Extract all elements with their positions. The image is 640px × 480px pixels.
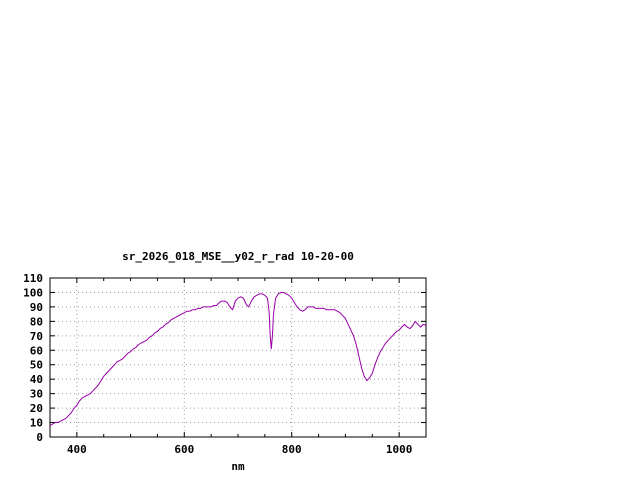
ytick-label: 60	[30, 344, 43, 357]
ytick-label: 20	[30, 402, 43, 415]
ytick-label: 90	[30, 301, 43, 314]
ytick-label: 30	[30, 388, 43, 401]
x-axis-label: nm	[231, 460, 245, 473]
ytick-label: 70	[30, 330, 43, 343]
xtick-label: 600	[174, 443, 194, 456]
ytick-label: 110	[23, 272, 43, 285]
ytick-label: 10	[30, 417, 43, 430]
chart-title: sr_2026_018_MSE__y02_r_rad 10-20-00	[122, 250, 354, 263]
ytick-label: 80	[30, 315, 43, 328]
xtick-label: 400	[67, 443, 87, 456]
ytick-label: 40	[30, 373, 43, 386]
ytick-label: 100	[23, 286, 43, 299]
xtick-label: 1000	[386, 443, 413, 456]
ytick-label: 50	[30, 359, 43, 372]
plot-border	[49, 277, 427, 438]
ytick-label: 0	[36, 431, 43, 444]
xtick-label: 800	[282, 443, 302, 456]
spectrum-line	[49, 292, 427, 426]
